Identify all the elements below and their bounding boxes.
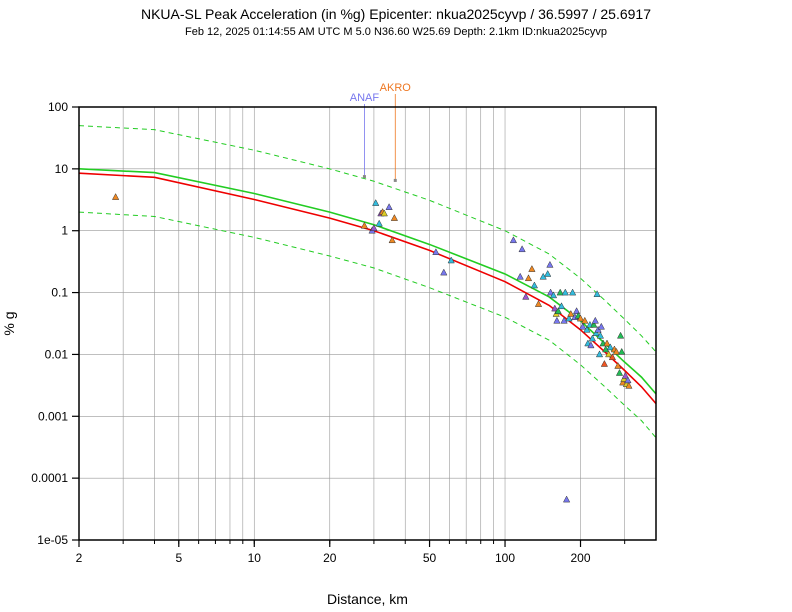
- station-marker: [561, 288, 569, 296]
- station-marker: [583, 325, 591, 333]
- station-marker: [590, 320, 598, 328]
- station-marker: [370, 224, 378, 231]
- station-marker: [588, 334, 597, 342]
- station-marker: [618, 347, 626, 355]
- x-tick-label: 20: [323, 551, 337, 565]
- station-marker: [534, 300, 543, 307]
- station-marker: [551, 304, 559, 312]
- annotation-label-anaf: ANAF: [350, 92, 380, 104]
- y-tick-label: 1: [61, 224, 68, 238]
- station-marker: [608, 353, 617, 361]
- y-tick-label: 0.01: [45, 347, 69, 361]
- station-marker: [522, 292, 530, 300]
- x-tick-label: 10: [248, 551, 262, 565]
- station-marker: [390, 214, 399, 221]
- plot-frame: [78, 106, 657, 541]
- station-marker: [553, 316, 561, 324]
- station-marker: [606, 343, 614, 351]
- curve-upper-bound: [78, 125, 657, 353]
- annotation-point: [393, 178, 397, 182]
- station-marker: [587, 341, 595, 349]
- station-marker: [596, 331, 605, 339]
- station-marker: [576, 314, 585, 322]
- station-marker: [615, 368, 624, 376]
- station-marker: [614, 361, 622, 369]
- y-tick-label: 0.1: [51, 286, 68, 300]
- station-marker: [621, 371, 630, 379]
- station-marker: [516, 272, 524, 280]
- station-marker: [546, 260, 554, 268]
- y-tick-label: 0.0001: [31, 471, 68, 485]
- x-tick-label: 200: [570, 551, 590, 565]
- x-tick-label: 100: [495, 551, 515, 565]
- station-marker: [616, 331, 625, 339]
- station-marker: [600, 359, 609, 367]
- station-marker: [597, 322, 605, 330]
- station-marker: [581, 316, 589, 324]
- y-tick-label: 100: [48, 100, 68, 114]
- station-marker: [603, 339, 611, 347]
- curve-median-green: [78, 168, 657, 395]
- station-marker: [518, 245, 526, 253]
- station-marker: [544, 269, 552, 277]
- station-marker: [528, 265, 536, 272]
- station-marker: [509, 236, 518, 244]
- station-marker: [595, 350, 604, 358]
- station-marker: [591, 316, 599, 324]
- station-marker: [579, 322, 587, 330]
- x-axis-label: Distance, km: [327, 591, 408, 607]
- station-marker: [593, 290, 601, 297]
- y-tick-label: 10: [55, 162, 69, 176]
- station-points: [111, 193, 633, 503]
- station-marker: [530, 281, 539, 289]
- y-axis-ticks: 100 10 1 0.1 0.01 0.001 0.0001 1e-05: [31, 100, 79, 547]
- station-marker: [619, 378, 627, 386]
- station-marker: [562, 495, 571, 503]
- station-marker: [524, 274, 533, 282]
- station-marker: [624, 376, 632, 384]
- station-marker: [388, 236, 396, 244]
- station-marker: [572, 307, 581, 314]
- grid: [79, 106, 656, 541]
- station-marker: [592, 329, 600, 336]
- x-tick-label: 5: [175, 551, 182, 565]
- y-tick-label: 0.001: [38, 409, 68, 423]
- annotation-label-akro: AKRO: [380, 82, 412, 94]
- station-marker: [568, 288, 577, 296]
- station-marker: [375, 219, 383, 227]
- station-marker: [605, 350, 613, 358]
- station-marker: [380, 209, 388, 217]
- station-marker: [447, 256, 455, 264]
- station-marker: [557, 302, 566, 310]
- y-axis-label: % g: [1, 311, 17, 335]
- station-marker: [549, 291, 558, 299]
- annotation-point: [362, 175, 366, 179]
- station-marker: [440, 268, 448, 276]
- station-marker: [612, 347, 621, 355]
- station-marker: [432, 248, 440, 255]
- y-tick-label: 1e-05: [37, 533, 68, 547]
- curve-median-red: [78, 172, 657, 405]
- station-marker: [625, 381, 633, 389]
- curve-lower-bound: [78, 211, 657, 439]
- station-marker: [560, 316, 568, 324]
- station-marker: [556, 288, 564, 296]
- x-axis-ticks: 2 5 10 20 50 100 200: [76, 540, 626, 565]
- station-marker: [565, 314, 573, 322]
- chart-header: NKUA-SL Peak Acceleration (in %g) Epicen…: [0, 6, 792, 39]
- station-marker: [554, 307, 562, 314]
- x-tick-label: 2: [76, 551, 83, 565]
- chart-subtitle: Feb 12, 2025 01:14:55 AM UTC M 5.0 N36.6…: [185, 26, 607, 38]
- station-marker: [546, 288, 555, 296]
- station-marker: [385, 203, 393, 210]
- chart-title: NKUA-SL Peak Acceleration (in %g) Epicen…: [140, 6, 651, 22]
- station-marker: [360, 221, 369, 229]
- x-tick-label: 50: [423, 551, 437, 565]
- station-marker: [111, 193, 120, 200]
- station-marker: [372, 199, 380, 206]
- station-marker: [567, 309, 575, 317]
- attenuation-curves: [78, 125, 657, 439]
